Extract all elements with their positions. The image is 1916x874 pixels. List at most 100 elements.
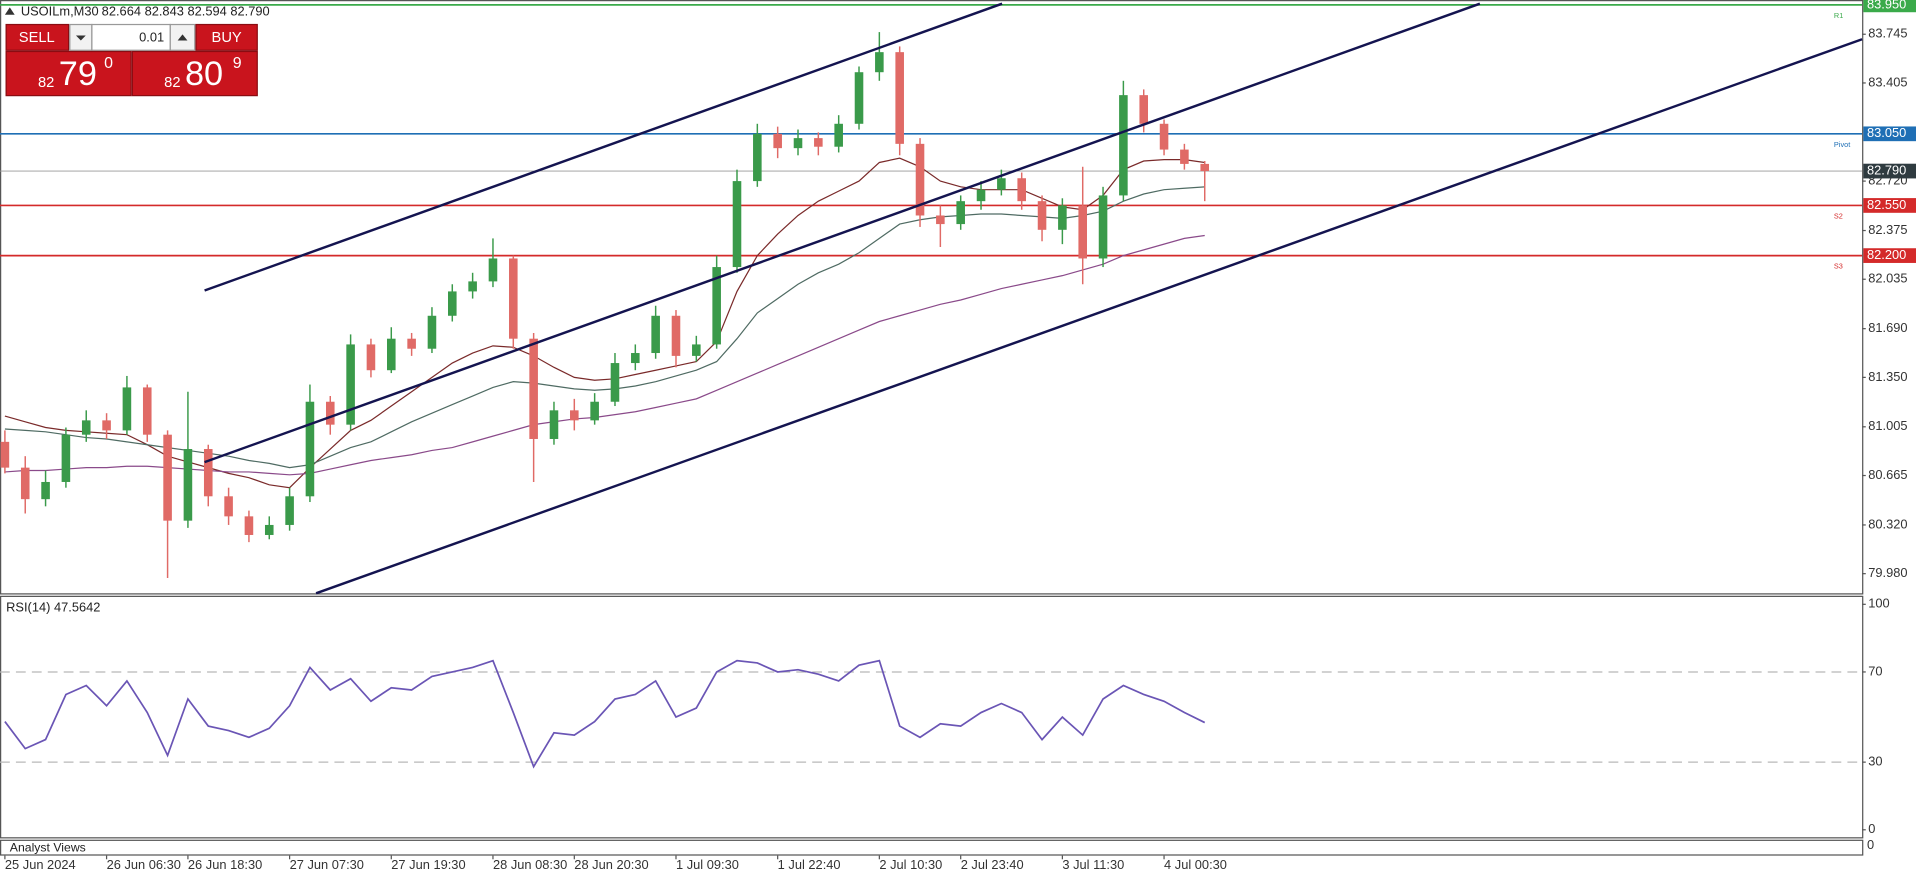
candle-body [1078, 205, 1087, 259]
level-tag [1863, 198, 1916, 213]
lot-input[interactable] [91, 23, 171, 51]
candle-body [305, 401, 315, 497]
collapse-icon[interactable] [4, 7, 15, 15]
candle-body [244, 516, 254, 535]
x-tick-label: 26 Jun 18:30 [188, 857, 262, 872]
x-tick-label: 1 Jul 22:40 [778, 857, 841, 872]
candle-body [468, 281, 477, 292]
candle-body [814, 138, 823, 147]
y-tick-label: 81.350 [1868, 369, 1907, 384]
x-tick-label: 2 Jul 23:40 [961, 857, 1024, 872]
candle-body [427, 315, 437, 349]
rsi-tick-label: 0 [1868, 821, 1875, 836]
main-plot: R1 Pivot S2 S3 [0, 4, 1863, 578]
candle-body [570, 410, 579, 421]
x-tick-label: 1 Jul 09:30 [676, 857, 739, 872]
candle-body [895, 52, 904, 144]
lot-value[interactable]: 0.01 [139, 29, 164, 44]
candle-body [610, 363, 620, 402]
candle-body [488, 258, 498, 282]
candle-body [631, 353, 640, 364]
lot-increase[interactable] [169, 23, 196, 51]
y-tick-label: 83.405 [1868, 74, 1907, 89]
rsi-line [4, 659, 1206, 769]
candle-body [875, 52, 884, 73]
buy-label[interactable]: BUY [212, 30, 242, 46]
level-name: R1 [1834, 11, 1843, 20]
arrow-down [75, 35, 86, 41]
candle-body [1180, 149, 1189, 164]
rsi-title: RSI(14) 47.5642 [6, 599, 100, 614]
candle-body [203, 449, 213, 497]
current-price-tag [1863, 163, 1916, 179]
rsi-tick-label: 70 [1868, 663, 1882, 678]
candle-body [102, 420, 111, 431]
x-tick-label: 4 Jul 00:30 [1164, 857, 1227, 872]
candle-body [1017, 178, 1026, 202]
candle-body [386, 338, 396, 371]
footer-frame [0, 839, 1864, 856]
candle-body [1037, 201, 1047, 230]
candle-body [346, 344, 355, 425]
x-tick-label: 28 Jun 20:30 [574, 857, 648, 872]
candle-body [509, 258, 518, 339]
quote: 82.664 82.843 82.594 82.790 [102, 4, 270, 19]
y-tick-label: 83.745 [1868, 26, 1907, 41]
candle-body [753, 133, 762, 182]
sell-big-figure: 82 [38, 75, 54, 91]
channel-line [204, 2, 1481, 464]
candle-body [692, 344, 701, 356]
candle-body [976, 189, 986, 202]
candle-body [285, 496, 294, 525]
buy-price-box[interactable] [131, 50, 258, 97]
sell-button[interactable] [5, 23, 70, 51]
x-tick-label: 27 Jun 07:30 [290, 857, 364, 872]
candle-body [163, 434, 172, 521]
sell-fraction: 0 [104, 55, 113, 72]
candle-body [1119, 95, 1128, 196]
rsi-frame [0, 595, 1864, 839]
level-label: 82.550 [1867, 197, 1906, 212]
axes: 83.74583.40582.72082.37582.03581.69081.3… [4, 0, 1916, 872]
y-tick-label: 82.375 [1868, 222, 1907, 237]
y-tick-label: 82.035 [1868, 271, 1907, 286]
candle-body [773, 133, 782, 149]
candle-body [142, 387, 152, 435]
candle-body [81, 420, 91, 435]
footer-title: Analyst Views [10, 840, 86, 854]
x-tick-label: 28 Jun 08:30 [493, 857, 567, 872]
level-name: Pivot [1834, 140, 1850, 149]
buy-big-figure: 82 [164, 75, 180, 91]
candle-body [712, 267, 721, 345]
sell-label[interactable]: SELL [19, 30, 55, 46]
candle-body [1200, 163, 1210, 172]
x-tick-label: 3 Jul 11:30 [1062, 857, 1124, 872]
sell-price-box[interactable] [5, 50, 132, 97]
candle-body [915, 143, 925, 216]
buy-pips: 80 [185, 55, 223, 93]
one-click-trading: SELL 0.01 BUY 82 79 0 82 80 9 [5, 23, 258, 97]
candle-body [834, 123, 843, 147]
y-tick-label: 79.980 [1868, 565, 1907, 580]
candle-body [1058, 205, 1067, 230]
candle-body [366, 344, 376, 371]
candle-body [448, 291, 457, 316]
candle-body [997, 178, 1006, 190]
candle-body [936, 215, 945, 225]
candle-body [41, 481, 50, 500]
buy-button[interactable] [195, 23, 258, 51]
candle-body [529, 338, 538, 439]
x-tick-label: 27 Jun 19:30 [391, 857, 465, 872]
candle-body [325, 401, 335, 425]
candle-body [854, 72, 864, 124]
y-tick-label: 80.665 [1868, 467, 1907, 482]
candle-body [549, 410, 559, 439]
arrow-up [177, 34, 188, 41]
candle-body [20, 467, 30, 500]
level-tag [1863, 0, 1916, 13]
buy-fraction: 9 [233, 55, 242, 72]
candle-body [224, 496, 233, 517]
candle-body [1098, 195, 1108, 259]
